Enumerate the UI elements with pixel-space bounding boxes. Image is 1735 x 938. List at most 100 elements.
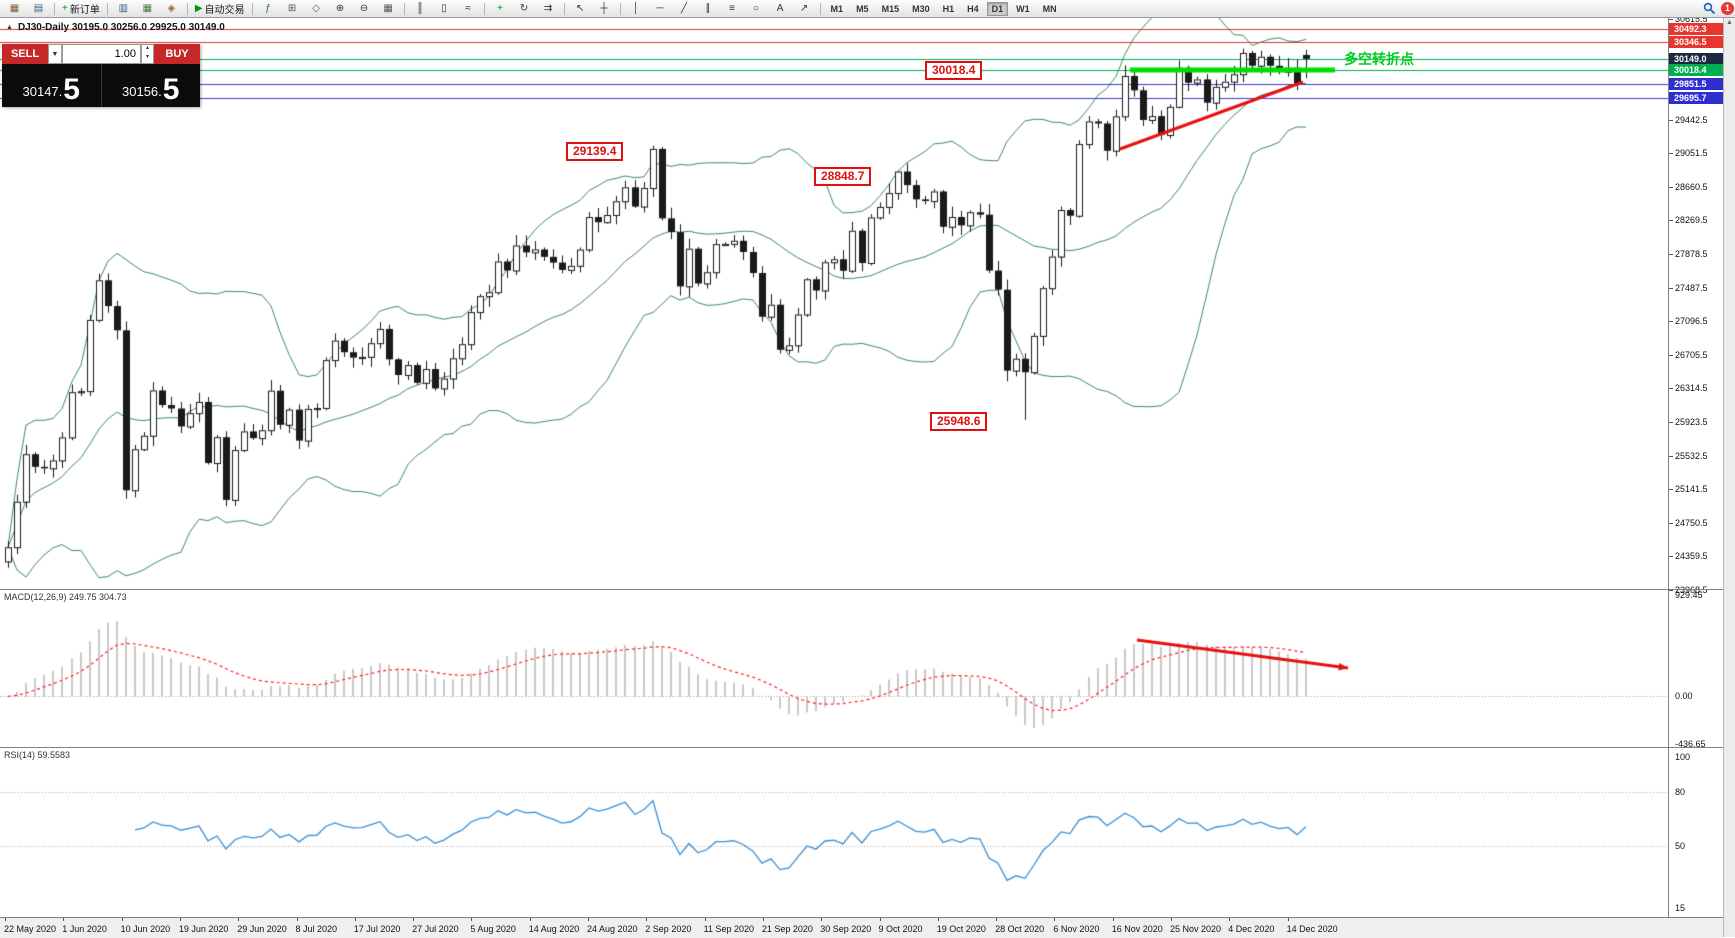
collapse-icon[interactable]: ▲ <box>6 24 13 31</box>
cycles-icon[interactable]: ↻ <box>513 0 536 17</box>
profiles-icon[interactable]: ▤ <box>27 0 50 17</box>
data-window-icon: ▦ <box>142 2 153 14</box>
macd-label: MACD(12,26,9) 249.75 304.73 <box>4 592 127 602</box>
date-label: 17 Jul 2020 <box>353 924 401 934</box>
new-order-button[interactable]: + 新订单 <box>59 0 103 17</box>
new-chart-icon[interactable]: ▦ <box>3 0 26 17</box>
price-scale[interactable]: 30615.5 29442.5 29051.5 28660.5 28269.5 27878… <box>1668 14 1724 917</box>
navigator-icon[interactable]: ◈ <box>160 0 183 17</box>
indicators-icon[interactable]: ƒ <box>257 0 280 17</box>
date-label: 2 Sep 2020 <box>645 924 692 934</box>
date-label: 8 Jul 2020 <box>295 924 338 934</box>
toolbar-separator <box>54 2 55 15</box>
price-tick: 27878.5 <box>1675 248 1708 259</box>
zoom-out-icon: ⊖ <box>359 2 369 14</box>
search-icon[interactable] <box>1703 2 1716 15</box>
volume-down-icon[interactable]: ▾ <box>145 54 149 60</box>
buy-button[interactable]: BUY <box>154 44 200 64</box>
rsi-canvas[interactable] <box>0 748 1668 917</box>
indicators-icon: ƒ <box>265 2 271 14</box>
macd-canvas[interactable] <box>0 590 1668 747</box>
timeframe-w1[interactable]: W1 <box>1016 3 1030 14</box>
text-icon[interactable]: A <box>769 0 792 17</box>
tile-windows-icon: ▦ <box>383 2 393 14</box>
timeframe-h4[interactable]: H4 <box>967 3 979 14</box>
navigator-icon: ◈ <box>167 2 176 14</box>
time-axis[interactable]: 22 May 2020 1 Jun 2020 10 Jun 2020 19 Jun 2… <box>0 917 1723 938</box>
chart-shift-icon[interactable]: ⇉ <box>537 0 560 17</box>
arrow-object-icon[interactable]: ↗ <box>793 0 816 17</box>
timeframe-m5[interactable]: M5 <box>856 3 869 14</box>
panel-separator[interactable] <box>0 589 1723 590</box>
volume-input[interactable] <box>62 44 141 64</box>
date-label: 29 Jun 2020 <box>237 924 287 934</box>
date-label: 11 Sep 2020 <box>703 924 754 934</box>
timeframe-mn[interactable]: MN <box>1042 3 1057 14</box>
price-tick: 25923.5 <box>1675 416 1708 427</box>
objects-list-icon[interactable]: ◇ <box>305 0 328 17</box>
profiles-icon: ▤ <box>33 2 44 14</box>
timeframe-d1[interactable]: D1 <box>986 1 1009 16</box>
market-watch-icon[interactable]: ▥ <box>112 0 135 17</box>
add-object-icon[interactable]: + <box>489 0 512 17</box>
arrow-object-icon: ↗ <box>799 2 809 14</box>
objects-list-icon: ◇ <box>312 2 320 14</box>
channel-icon: ∥ <box>705 2 711 14</box>
price-level-badge: 30018.4 <box>1669 64 1724 77</box>
zoom-out-icon[interactable]: ⊖ <box>353 0 376 17</box>
line-chart-icon: ≈ <box>465 2 471 14</box>
main-chart-canvas[interactable] <box>0 18 1668 589</box>
price-level-badge: 29695.7 <box>1669 91 1724 104</box>
horizontal-line-icon[interactable]: ─ <box>649 0 672 17</box>
tile-windows-icon[interactable]: ▦ <box>377 0 400 17</box>
timeframe-h1[interactable]: H1 <box>942 3 955 14</box>
scrollbar[interactable]: ▲ <box>1723 18 1735 937</box>
price-level-badge: 30346.5 <box>1669 35 1724 48</box>
fibonacci-icon[interactable]: ≡ <box>721 0 744 17</box>
sell-button[interactable]: SELL <box>2 44 48 64</box>
shapes-icon: ○ <box>753 2 760 14</box>
timeframe-m15[interactable]: M15 <box>881 3 900 14</box>
date-label: 14 Aug 2020 <box>528 924 580 934</box>
cursor-icon[interactable]: ↖ <box>569 0 592 17</box>
date-label: 1 Jun 2020 <box>62 924 107 934</box>
bar-chart-icon: ║ <box>416 2 424 14</box>
price-annotation[interactable]: 25948.6 <box>930 412 988 431</box>
auto-trading-button[interactable]: ▶ 自动交易 <box>192 0 248 17</box>
notification-badge[interactable]: 1 <box>1721 2 1734 15</box>
date-label: 14 Dec 2020 <box>1286 924 1338 934</box>
candlestick-chart-icon[interactable]: ▯ <box>433 0 456 17</box>
price-level-badge: 29851.5 <box>1669 78 1724 91</box>
trendline-icon[interactable]: ╱ <box>673 0 696 17</box>
shapes-icon[interactable]: ○ <box>745 0 768 17</box>
channel-icon[interactable]: ∥ <box>697 0 720 17</box>
buy-price[interactable]: 30156. 5 <box>122 73 180 106</box>
zoom-in-icon[interactable]: ⊕ <box>329 0 352 17</box>
date-label: 22 May 2020 <box>4 924 57 934</box>
price-tick: 28660.5 <box>1675 181 1708 192</box>
timeframe-m1[interactable]: M1 <box>830 3 844 14</box>
price-tick: 24359.5 <box>1675 551 1708 562</box>
toolbar-separator <box>251 2 253 15</box>
date-label: 21 Sep 2020 <box>761 924 813 934</box>
bar-chart-icon[interactable]: ║ <box>409 0 432 17</box>
new-order-button-label: 新订单 <box>69 5 100 16</box>
date-label: 16 Nov 2020 <box>1111 924 1163 934</box>
turning-point-note[interactable]: 多空转折点 <box>1344 51 1414 67</box>
price-annotation[interactable]: 29139.4 <box>566 142 624 161</box>
sell-price[interactable]: 30147. 5 <box>2 64 102 107</box>
panel-separator[interactable] <box>0 747 1723 748</box>
crosshair-icon[interactable]: ┼ <box>593 0 616 17</box>
volume-dropdown-icon[interactable]: ▼ <box>48 44 62 64</box>
scroll-up-icon[interactable]: ▲ <box>1726 19 1733 26</box>
timeframe-m30[interactable]: M30 <box>912 3 930 14</box>
vertical-line-icon[interactable]: │ <box>625 0 648 17</box>
line-chart-icon[interactable]: ≈ <box>457 0 480 17</box>
data-window-icon[interactable]: ▦ <box>136 0 159 17</box>
price-annotation[interactable]: 30018.4 <box>925 61 983 80</box>
volume-up-icon[interactable]: ▴ <box>145 45 149 51</box>
indicator-windows-icon[interactable]: ⊞ <box>281 0 304 17</box>
macd-tick: 929.45 <box>1675 589 1703 600</box>
volume-stepper[interactable]: ▴ ▾ <box>141 44 154 64</box>
price-annotation[interactable]: 28848.7 <box>814 167 872 186</box>
